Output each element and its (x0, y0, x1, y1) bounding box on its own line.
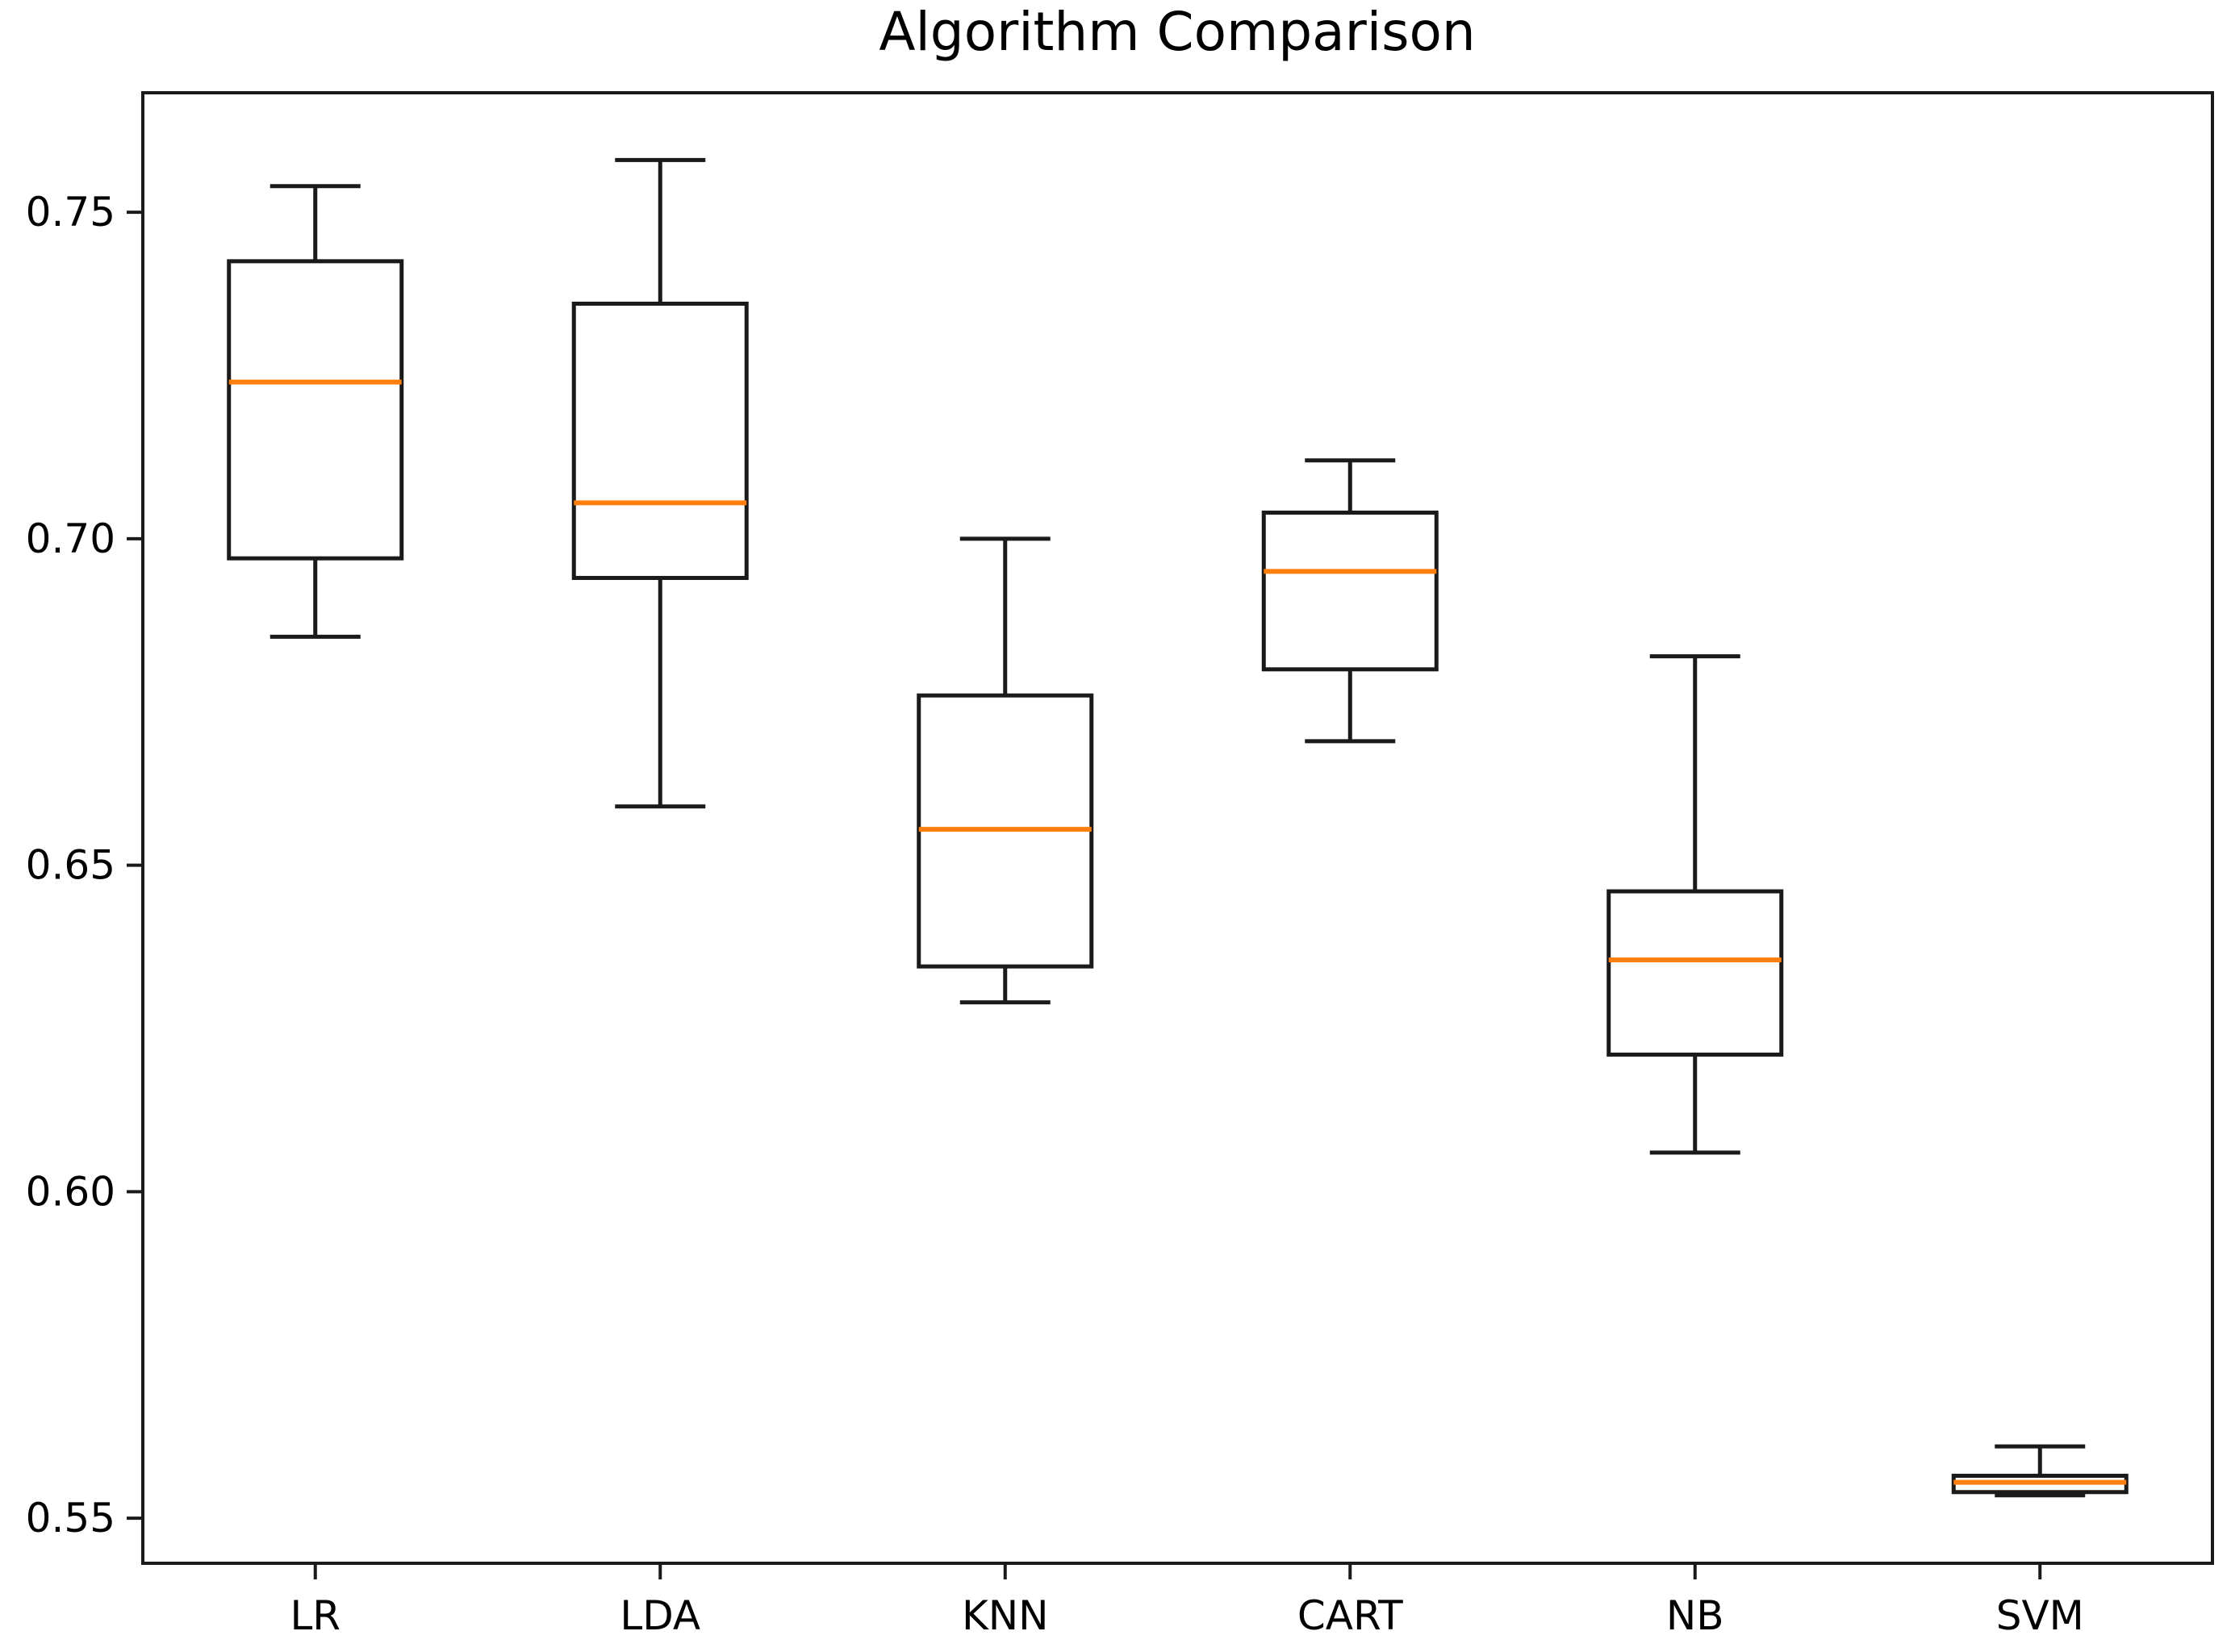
y-tick-label: 0.55 (26, 1495, 115, 1541)
y-tick-label: 0.65 (26, 842, 115, 889)
x-tick-label-NB: NB (1666, 1592, 1724, 1639)
box-LDA (571, 157, 749, 809)
box-LR (227, 184, 404, 639)
box-NB (1606, 654, 1784, 1155)
x-tick-label-KNN: KNN (962, 1592, 1049, 1639)
x-tick-label-LDA: LDA (620, 1592, 700, 1639)
x-axis: LR LDA KNN CART NB SVM (290, 1563, 2084, 1639)
y-tick-label: 0.60 (26, 1168, 115, 1215)
box-SVM (1951, 1444, 2129, 1498)
box-CART (1261, 458, 1439, 744)
plot-area: 0.75 0.70 0.65 0.60 0.55 LR LDA KNN CART NB SVM (26, 91, 2214, 1639)
iqr-box-LR (227, 259, 404, 561)
iqr-box-NB (1606, 889, 1784, 1057)
box-KNN (917, 536, 1094, 1005)
y-tick-label: 0.75 (26, 189, 115, 236)
x-tick-label-LR: LR (290, 1592, 340, 1639)
x-tick-label-CART: CART (1297, 1592, 1403, 1639)
iqr-box-LDA (571, 301, 749, 580)
x-tick-label-SVM: SVM (1996, 1592, 2084, 1639)
y-axis: 0.75 0.70 0.65 0.60 0.55 (26, 189, 143, 1541)
y-tick-label: 0.70 (26, 515, 115, 562)
chart-title: Algorithm Comparison (879, 1, 1475, 63)
axes-spines (141, 91, 2214, 1565)
iqr-box-CART (1261, 511, 1439, 672)
